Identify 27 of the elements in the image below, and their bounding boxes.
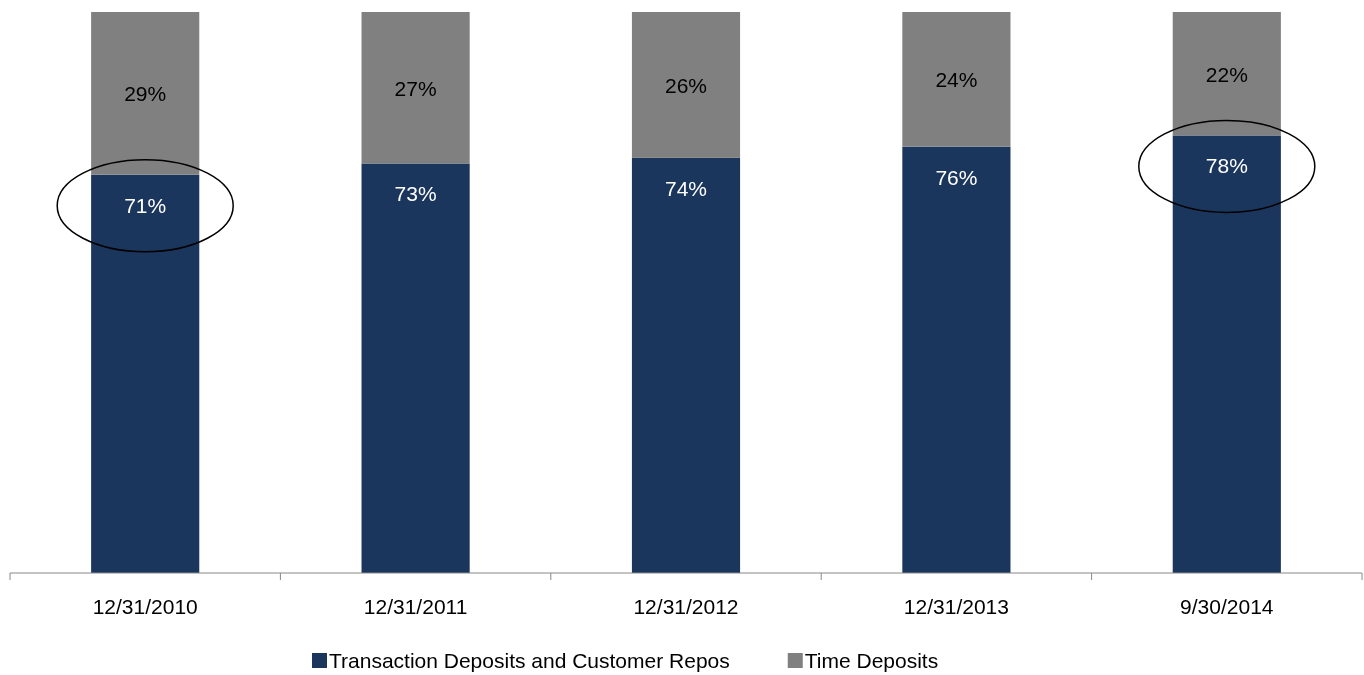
bar <box>361 163 470 573</box>
data-label: 24% <box>935 68 978 92</box>
bar <box>1172 12 1281 136</box>
data-label: 29% <box>124 82 167 106</box>
data-label: 78% <box>1205 154 1248 178</box>
bar <box>91 174 200 573</box>
bar <box>631 157 741 573</box>
legend-label: Transaction Deposits and Customer Repos <box>329 649 730 672</box>
data-label: 22% <box>1205 62 1248 86</box>
bar <box>91 12 200 175</box>
data-label: 27% <box>394 76 437 100</box>
x-tick-label: 12/31/2013 <box>903 595 1009 618</box>
x-tick-label: 12/31/2010 <box>92 595 198 618</box>
data-label: 26% <box>664 73 708 97</box>
x-tick-label: 12/31/2011 <box>363 595 468 618</box>
bar <box>1172 135 1281 573</box>
data-label: 71% <box>124 193 167 217</box>
bar <box>631 12 741 158</box>
bar <box>902 146 1011 573</box>
x-tick-label: 9/30/2014 <box>1180 595 1274 618</box>
bar <box>361 12 470 164</box>
data-label: 76% <box>935 165 978 189</box>
legend-label: Time Deposits <box>804 649 939 672</box>
x-tick-label: 12/31/2012 <box>633 595 739 618</box>
data-label: 73% <box>394 182 437 206</box>
data-label: 74% <box>664 176 708 200</box>
bar <box>902 12 1011 147</box>
